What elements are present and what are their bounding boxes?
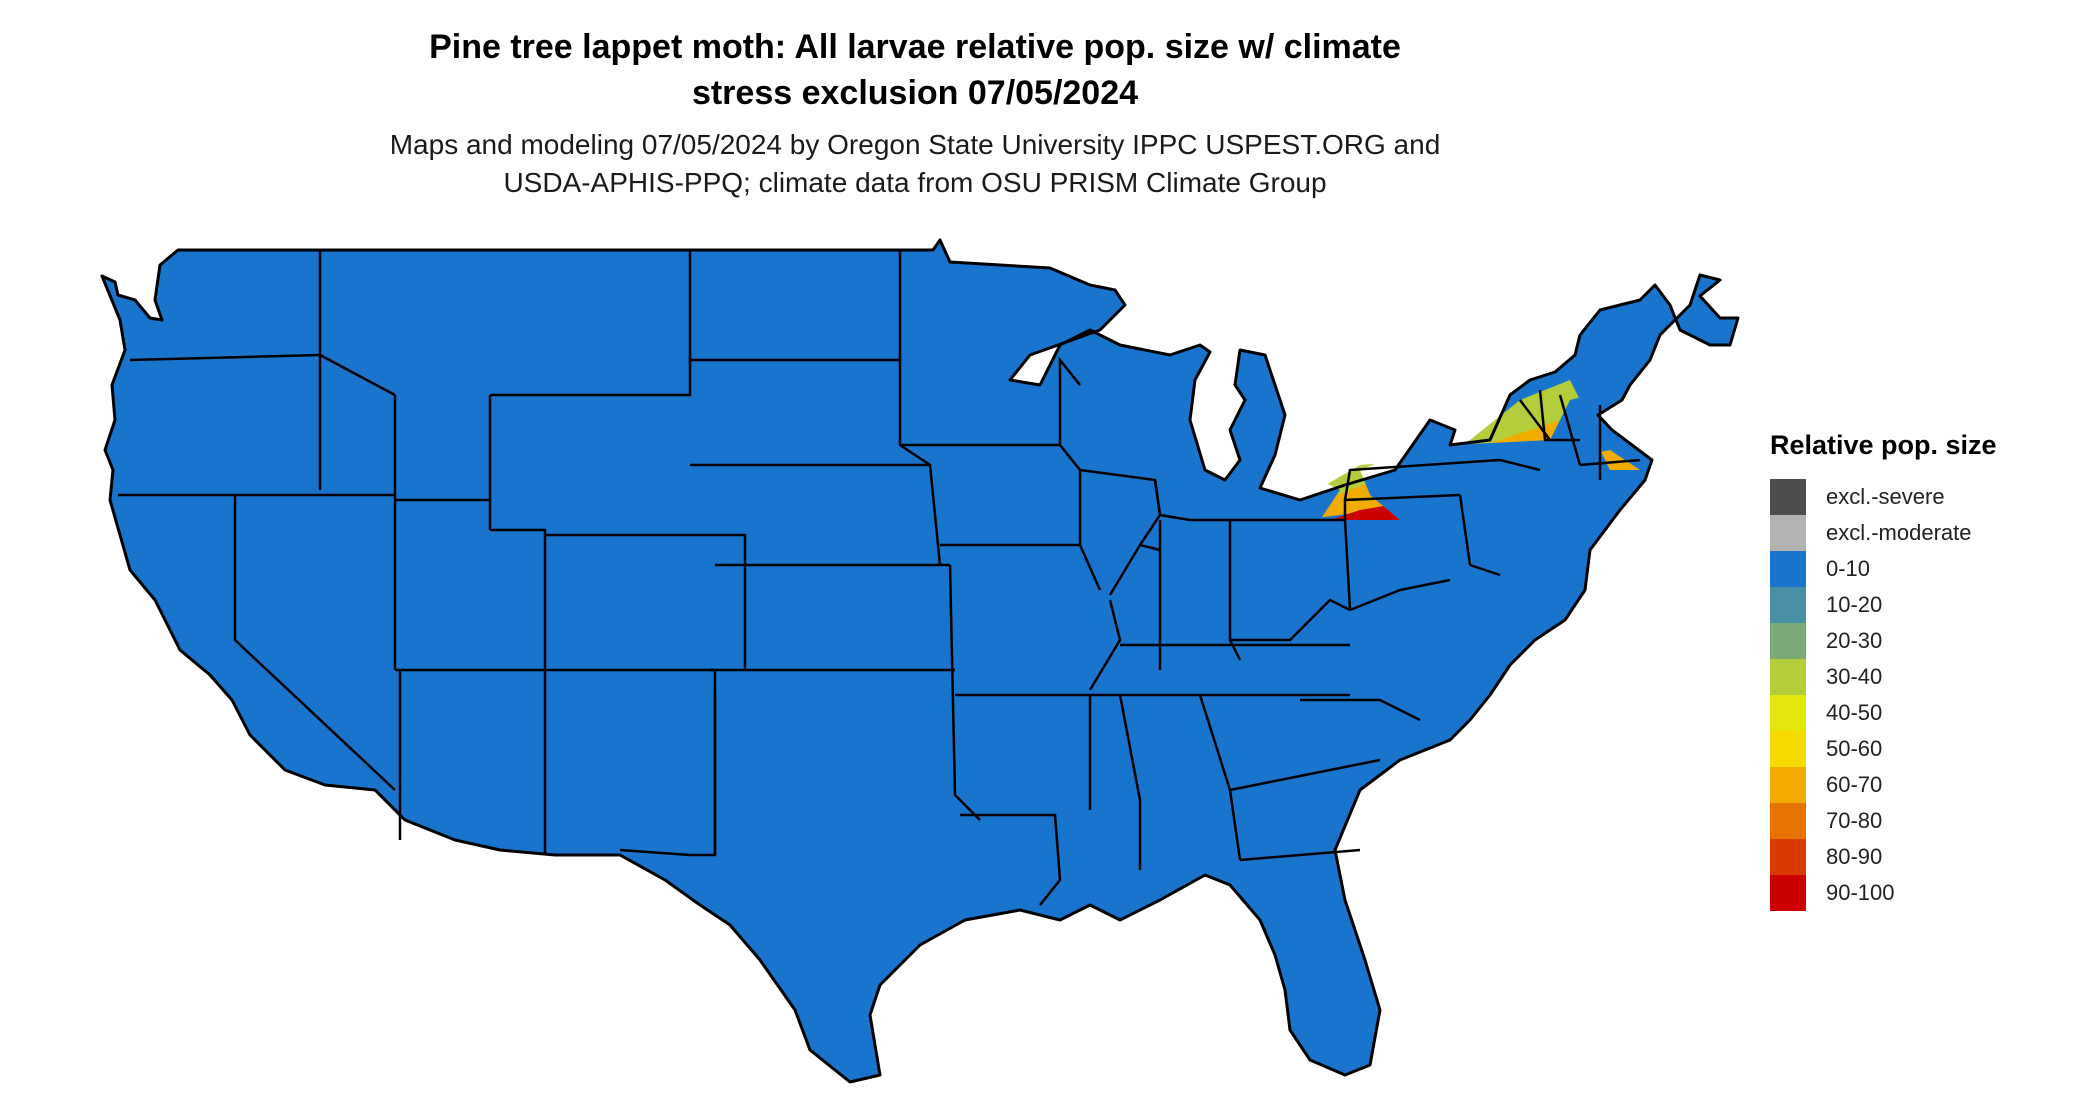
- legend-swatch: [1770, 515, 1806, 551]
- legend-label: 40-50: [1826, 700, 1883, 725]
- legend-swatch: [1770, 551, 1806, 587]
- legend-label: 70-80: [1826, 808, 1883, 833]
- legend-label: excl.-severe: [1826, 484, 1945, 509]
- legend-label: 0-10: [1826, 556, 1871, 581]
- legend-swatch: [1770, 767, 1806, 803]
- legend-title: Relative pop. size: [1770, 430, 1997, 460]
- legend-item: 80-90: [1770, 839, 1997, 875]
- legend-item: 90-100: [1770, 875, 1997, 911]
- legend-label: 10-20: [1826, 592, 1883, 617]
- legend-item: 70-80: [1770, 803, 1997, 839]
- legend-item: 20-30: [1770, 623, 1997, 659]
- legend-label: excl.-moderate: [1826, 520, 1972, 545]
- legend-label: 90-100: [1826, 880, 1895, 905]
- legend-label: 20-30: [1826, 628, 1883, 653]
- us-outline: [100, 238, 1740, 1084]
- title-line-1: Pine tree lappet moth: All larvae relati…: [429, 28, 1401, 66]
- legend-swatch: [1770, 875, 1806, 911]
- legend-label: 80-90: [1826, 844, 1883, 869]
- title-line-2: stress exclusion 07/05/2024: [691, 74, 1139, 112]
- legend-item: 50-60: [1770, 731, 1997, 767]
- map-subtitle: Maps and modeling 07/05/2024 by Oregon S…: [0, 126, 1830, 202]
- state-borders: [118, 250, 1641, 906]
- us-land-area: [102, 240, 1738, 1082]
- subtitle-line-1: Maps and modeling 07/05/2024 by Oregon S…: [389, 129, 1441, 160]
- subtitle-line-2: USDA-APHIS-PPQ; climate data from OSU PR…: [503, 167, 1327, 198]
- legend-item: 60-70: [1770, 767, 1997, 803]
- legend-label: 30-40: [1826, 664, 1883, 689]
- legend-item: excl.-moderate: [1770, 515, 1997, 551]
- legend-label: 60-70: [1826, 772, 1883, 797]
- legend-swatch: [1770, 731, 1806, 767]
- legend: Relative pop. size excl.-severe excl.-mod…: [1770, 430, 1997, 911]
- map-title: Pine tree lappet moth: All larvae relati…: [0, 24, 1830, 116]
- legend-swatch: [1770, 659, 1806, 695]
- legend-swatch: [1770, 839, 1806, 875]
- legend-item: 10-20: [1770, 587, 1997, 623]
- legend-label: 50-60: [1826, 736, 1883, 761]
- legend-swatch: [1770, 587, 1806, 623]
- legend-item: 40-50: [1770, 695, 1997, 731]
- legend-items: excl.-severe excl.-moderate 0-10 10-20 20-30…: [1770, 479, 1997, 911]
- legend-item: 0-10: [1770, 551, 1997, 587]
- legend-swatch: [1770, 623, 1806, 659]
- legend-swatch: [1770, 479, 1806, 515]
- legend-swatch: [1770, 695, 1806, 731]
- legend-item: 30-40: [1770, 659, 1997, 695]
- legend-item: excl.-severe: [1770, 479, 1997, 515]
- legend-swatch: [1770, 803, 1806, 839]
